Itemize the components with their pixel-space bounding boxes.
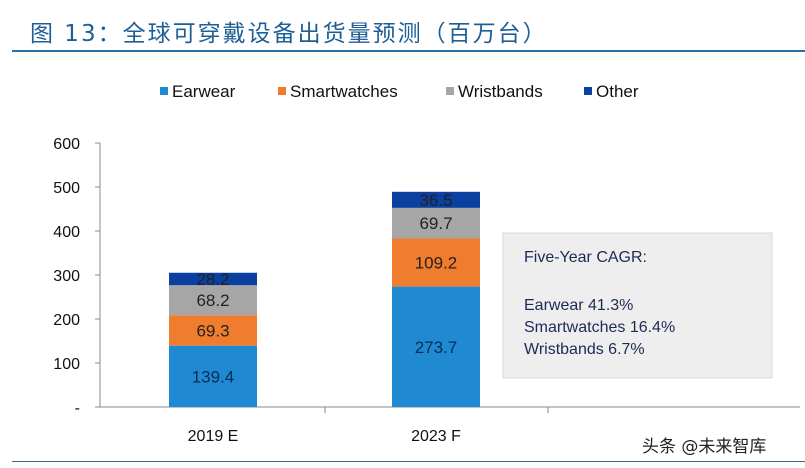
legend-swatch-smartwatches	[278, 87, 286, 95]
x-tick-label: 2023 F	[411, 428, 461, 445]
bar-segment-earwear	[392, 286, 480, 407]
title-divider	[12, 50, 805, 52]
legend-label: Smartwatches	[290, 82, 398, 101]
data-label: 28.2	[196, 270, 229, 289]
y-tick-label: -	[75, 400, 80, 417]
data-label: 68.2	[196, 291, 229, 310]
cagr-line: Wristbands 6.7%	[524, 341, 645, 358]
watermark: 头条 @未来智库	[642, 437, 767, 457]
bar-segment-other	[392, 191, 480, 208]
cagr-line: Smartwatches 16.4%	[524, 319, 675, 336]
bar-segment-smartwatches	[392, 238, 480, 287]
legend-swatch-wristbands	[446, 87, 454, 95]
data-label: 69.7	[419, 214, 452, 233]
bar-segment-other	[169, 272, 257, 286]
legend-label: Other	[596, 82, 639, 101]
y-tick-label: 200	[53, 312, 80, 329]
cagr-heading: Five-Year CAGR:	[524, 249, 647, 266]
cagr-box	[502, 232, 773, 379]
legend-label: Earwear	[172, 82, 236, 101]
figure-title: 图 13：全球可穿戴设备出货量预测（百万台）	[30, 21, 548, 47]
cagr-line: Earwear 41.3%	[524, 297, 633, 314]
data-label: 139.4	[192, 367, 235, 386]
data-label: 273.7	[415, 338, 458, 357]
bar-segment-wristbands	[169, 285, 257, 316]
bar-segment-earwear	[169, 345, 257, 407]
bottom-divider	[12, 461, 805, 462]
y-tick-label: 400	[53, 224, 80, 241]
x-tick-label: 2019 E	[188, 428, 239, 445]
data-label: 109.2	[415, 254, 458, 273]
data-label: 36.5	[419, 191, 452, 210]
y-tick-label: 500	[53, 180, 80, 197]
legend-swatch-earwear	[160, 87, 168, 95]
bar-segment-wristbands	[392, 207, 480, 239]
legend-label: Wristbands	[458, 82, 543, 101]
y-tick-label: 600	[53, 136, 80, 153]
bar-segment-smartwatches	[169, 315, 257, 346]
data-label: 69.3	[196, 321, 229, 340]
legend-swatch-other	[584, 87, 592, 95]
y-tick-label: 100	[53, 356, 80, 373]
y-tick-label: 300	[53, 268, 80, 285]
